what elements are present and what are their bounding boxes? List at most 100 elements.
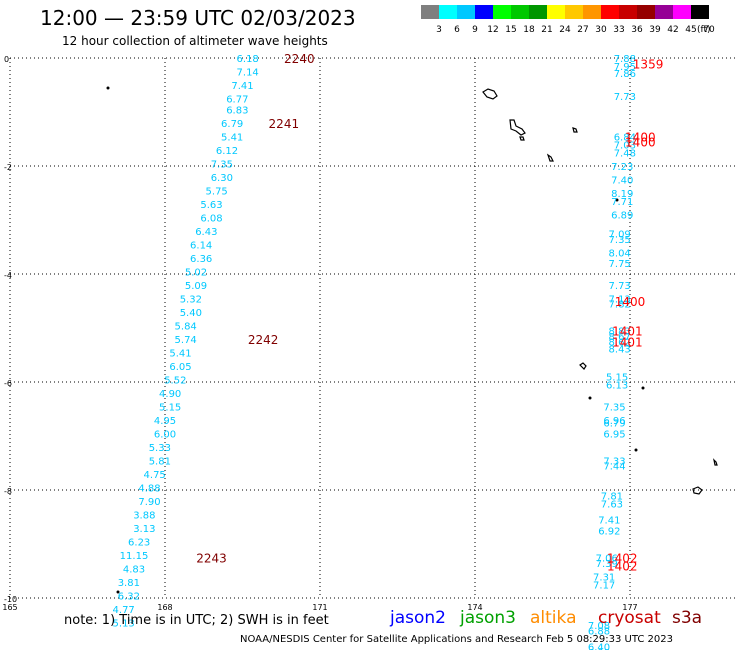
wave-height-label: 4.88: [138, 483, 160, 494]
wave-height-label: 6.79: [221, 119, 243, 130]
wave-height-label: 6.23: [128, 537, 150, 548]
wave-height-label: 7.41: [598, 516, 620, 527]
wave-height-label: 6.95: [603, 429, 625, 440]
wave-height-label: 7.95: [614, 62, 636, 73]
island-outline: [509, 119, 526, 136]
wave-height-label: 6.14: [190, 240, 212, 251]
legend-level-label: 42: [667, 25, 679, 35]
lat-tick-label: -4: [4, 271, 12, 280]
wave-height-label: 7.31: [593, 572, 615, 583]
lat-tick-label: -10: [4, 595, 17, 604]
legend-swatch: [601, 5, 619, 19]
legend-level-label: 27: [577, 25, 589, 35]
wave-height-label: 6.40: [588, 643, 610, 650]
wave-height-label: 7.48: [614, 149, 636, 160]
wave-height-label: 7.41: [231, 81, 253, 92]
legend-swatch: [673, 5, 691, 19]
wave-height-label: 8.83: [609, 327, 631, 338]
pass-time-label: 2241: [269, 117, 300, 131]
legend-level-label: 70: [703, 25, 715, 35]
island-outline: [692, 486, 703, 495]
wave-height-label: 7.86: [614, 69, 636, 80]
wave-height-label: 3.88: [133, 510, 155, 521]
wave-height-label: 5.84: [175, 321, 197, 332]
lon-tick-label: 171: [312, 603, 327, 612]
wave-height-label: 7.73: [614, 92, 636, 103]
legend-swatch: [421, 5, 439, 19]
wave-height-label: 8.19: [611, 189, 633, 200]
pass-time-label: 1402: [607, 552, 638, 566]
island-outline: [572, 127, 578, 133]
pass-time-label: 2243: [196, 552, 227, 566]
island-outline: [482, 88, 498, 100]
pass-time-label: 1401: [612, 325, 643, 339]
legend-unit: (ft): [697, 25, 711, 35]
wave-height-label: 6.92: [598, 527, 620, 538]
lon-tick-label: 168: [157, 603, 172, 612]
wave-height-label: 7.39: [596, 559, 618, 570]
island-outline: [519, 136, 525, 141]
legend-level-label: 36: [631, 25, 643, 35]
wave-height-label: 5.15: [159, 402, 181, 413]
wave-height-label: 3.13: [133, 524, 155, 535]
legend-swatch: [439, 5, 457, 19]
legend-level-label: 30: [595, 25, 607, 35]
wave-height-label: 7.03: [614, 140, 636, 151]
wave-height-label: 7.90: [138, 497, 160, 508]
wave-height-label: 7.35: [609, 235, 631, 246]
wave-height-label: 4.90: [159, 389, 181, 400]
satellite-label: altika: [530, 608, 577, 628]
lon-tick-label: 174: [467, 603, 482, 612]
legend-swatch: [475, 5, 493, 19]
wave-height-label: 7.17: [593, 581, 615, 592]
legend-swatch: [457, 5, 475, 19]
wave-height-label: 6.89: [611, 211, 633, 222]
wave-height-label: 7.88: [614, 54, 636, 65]
wave-height-label: 6.00: [154, 429, 176, 440]
wave-height-label: 7.63: [601, 500, 623, 511]
lat-tick-label: 0: [4, 55, 9, 64]
wave-height-label: 5.41: [221, 132, 243, 143]
wave-height-label: 6.96: [603, 416, 625, 427]
pass-time-label: 1400: [615, 295, 646, 309]
wave-height-label: 6.32: [118, 591, 140, 602]
wave-height-label: 5.75: [206, 186, 228, 197]
wave-height-label: 6.30: [211, 173, 233, 184]
wave-height-label: 5.40: [180, 308, 202, 319]
wave-height-label: 8.62: [609, 338, 631, 349]
wave-height-label: 6.90: [588, 648, 610, 650]
satellite-label: s3a: [672, 608, 703, 628]
legend-level-label: 6: [454, 25, 460, 35]
wave-height-label: 5.33: [149, 443, 171, 454]
credit-line: NOAA/NESDIS Center for Satellite Applica…: [240, 634, 673, 645]
island-dot: [106, 86, 110, 90]
wave-height-label: 5.02: [185, 267, 207, 278]
wave-height-label: 6.05: [169, 362, 191, 373]
lat-tick-label: -2: [4, 163, 12, 172]
wave-height-label: 11.15: [120, 551, 149, 562]
wave-height-label: 7.06: [596, 554, 618, 565]
wave-height-label: 7.35: [603, 402, 625, 413]
legend-level-label: 24: [559, 25, 571, 35]
legend-swatch: [637, 5, 655, 19]
wave-height-label: 5.09: [185, 281, 207, 292]
wave-height-label: 6.08: [200, 213, 222, 224]
wave-height-label: 7.09: [609, 230, 631, 241]
wave-height-label: 7.08: [588, 621, 610, 632]
lon-tick-label: 177: [622, 603, 637, 612]
pass-time-label: 1400: [625, 136, 656, 150]
wave-height-label: 7.14: [237, 68, 259, 79]
footer-note: note: 1) Time is in UTC; 2) SWH is in fe…: [64, 613, 329, 628]
wave-height-label: 5.52: [164, 375, 186, 386]
wave-height-label: 6.79: [603, 419, 625, 430]
legend-swatch: [565, 5, 583, 19]
wave-height-label: 7.23: [611, 162, 633, 173]
island-outline: [713, 458, 718, 466]
island-dot: [615, 198, 619, 202]
wave-height-label: 5.74: [175, 335, 197, 346]
wave-height-label: 5.13: [113, 618, 135, 629]
pass-time-label: 1402: [607, 560, 638, 574]
wave-height-label: 7.44: [603, 462, 625, 473]
wave-height-label: 5.32: [180, 294, 202, 305]
